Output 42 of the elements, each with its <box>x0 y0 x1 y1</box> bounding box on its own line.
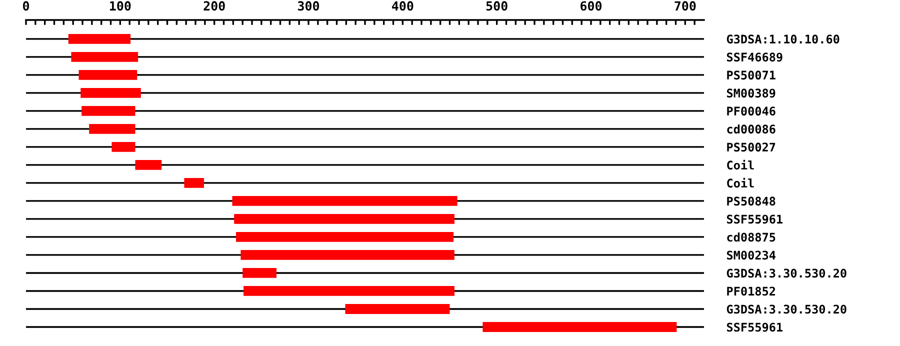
y-tick-label: Coil <box>727 178 754 188</box>
y-tick-label: SSF46689 <box>726 52 782 62</box>
bar <box>242 268 276 278</box>
bar <box>82 106 136 116</box>
x-tick-label: 200 <box>204 1 225 11</box>
y-tick-label: Coil <box>727 160 754 170</box>
x-tick-label: 700 <box>674 1 696 11</box>
y-tick-label: SSF55961 <box>726 214 783 224</box>
bar <box>244 286 454 296</box>
y-tick-label: SM00389 <box>726 88 776 98</box>
y-tick-label: SM00234 <box>726 250 776 260</box>
bar <box>240 250 454 260</box>
bar <box>135 160 162 170</box>
bar <box>89 124 136 134</box>
y-tick-label: G3DSA:1.10.10.60 <box>726 34 840 44</box>
x-tick-label: 600 <box>580 1 602 11</box>
bar <box>112 142 136 152</box>
x-tick-label: 400 <box>392 1 414 11</box>
x-tick-label: 300 <box>298 1 320 11</box>
bar <box>232 196 458 206</box>
y-tick-label: cd00086 <box>727 124 776 134</box>
y-tick-label: G3DSA:3.30.530.20 <box>726 304 846 314</box>
bar <box>68 34 131 44</box>
y-tick-label: PS50071 <box>727 70 776 80</box>
x-tick-label: 500 <box>486 1 508 11</box>
y-tick-label: G3DSA:3.30.530.20 <box>726 268 846 278</box>
bar <box>80 88 141 98</box>
bar <box>184 178 204 188</box>
bar <box>236 232 454 242</box>
bar <box>71 52 138 62</box>
x-tick-label: 100 <box>110 1 131 11</box>
bar <box>482 322 677 332</box>
y-tick-label: PF00046 <box>727 106 776 116</box>
y-tick-label: PS50027 <box>727 142 776 152</box>
y-tick-label: SSF55961 <box>726 322 783 332</box>
bar <box>234 214 454 224</box>
bar <box>345 304 450 314</box>
bar <box>78 70 138 80</box>
y-tick-label: cd08875 <box>727 232 776 242</box>
y-tick-label: PS50848 <box>727 196 776 206</box>
x-tick-label: 0 <box>22 1 30 11</box>
y-tick-label: PF01852 <box>727 286 775 296</box>
